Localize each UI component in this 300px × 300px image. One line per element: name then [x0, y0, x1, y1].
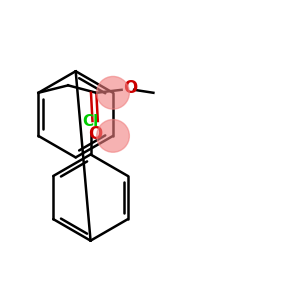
Circle shape: [97, 76, 129, 109]
Circle shape: [97, 119, 129, 152]
Text: Cl: Cl: [82, 114, 99, 129]
Text: O: O: [123, 79, 137, 97]
Text: O: O: [88, 125, 103, 143]
